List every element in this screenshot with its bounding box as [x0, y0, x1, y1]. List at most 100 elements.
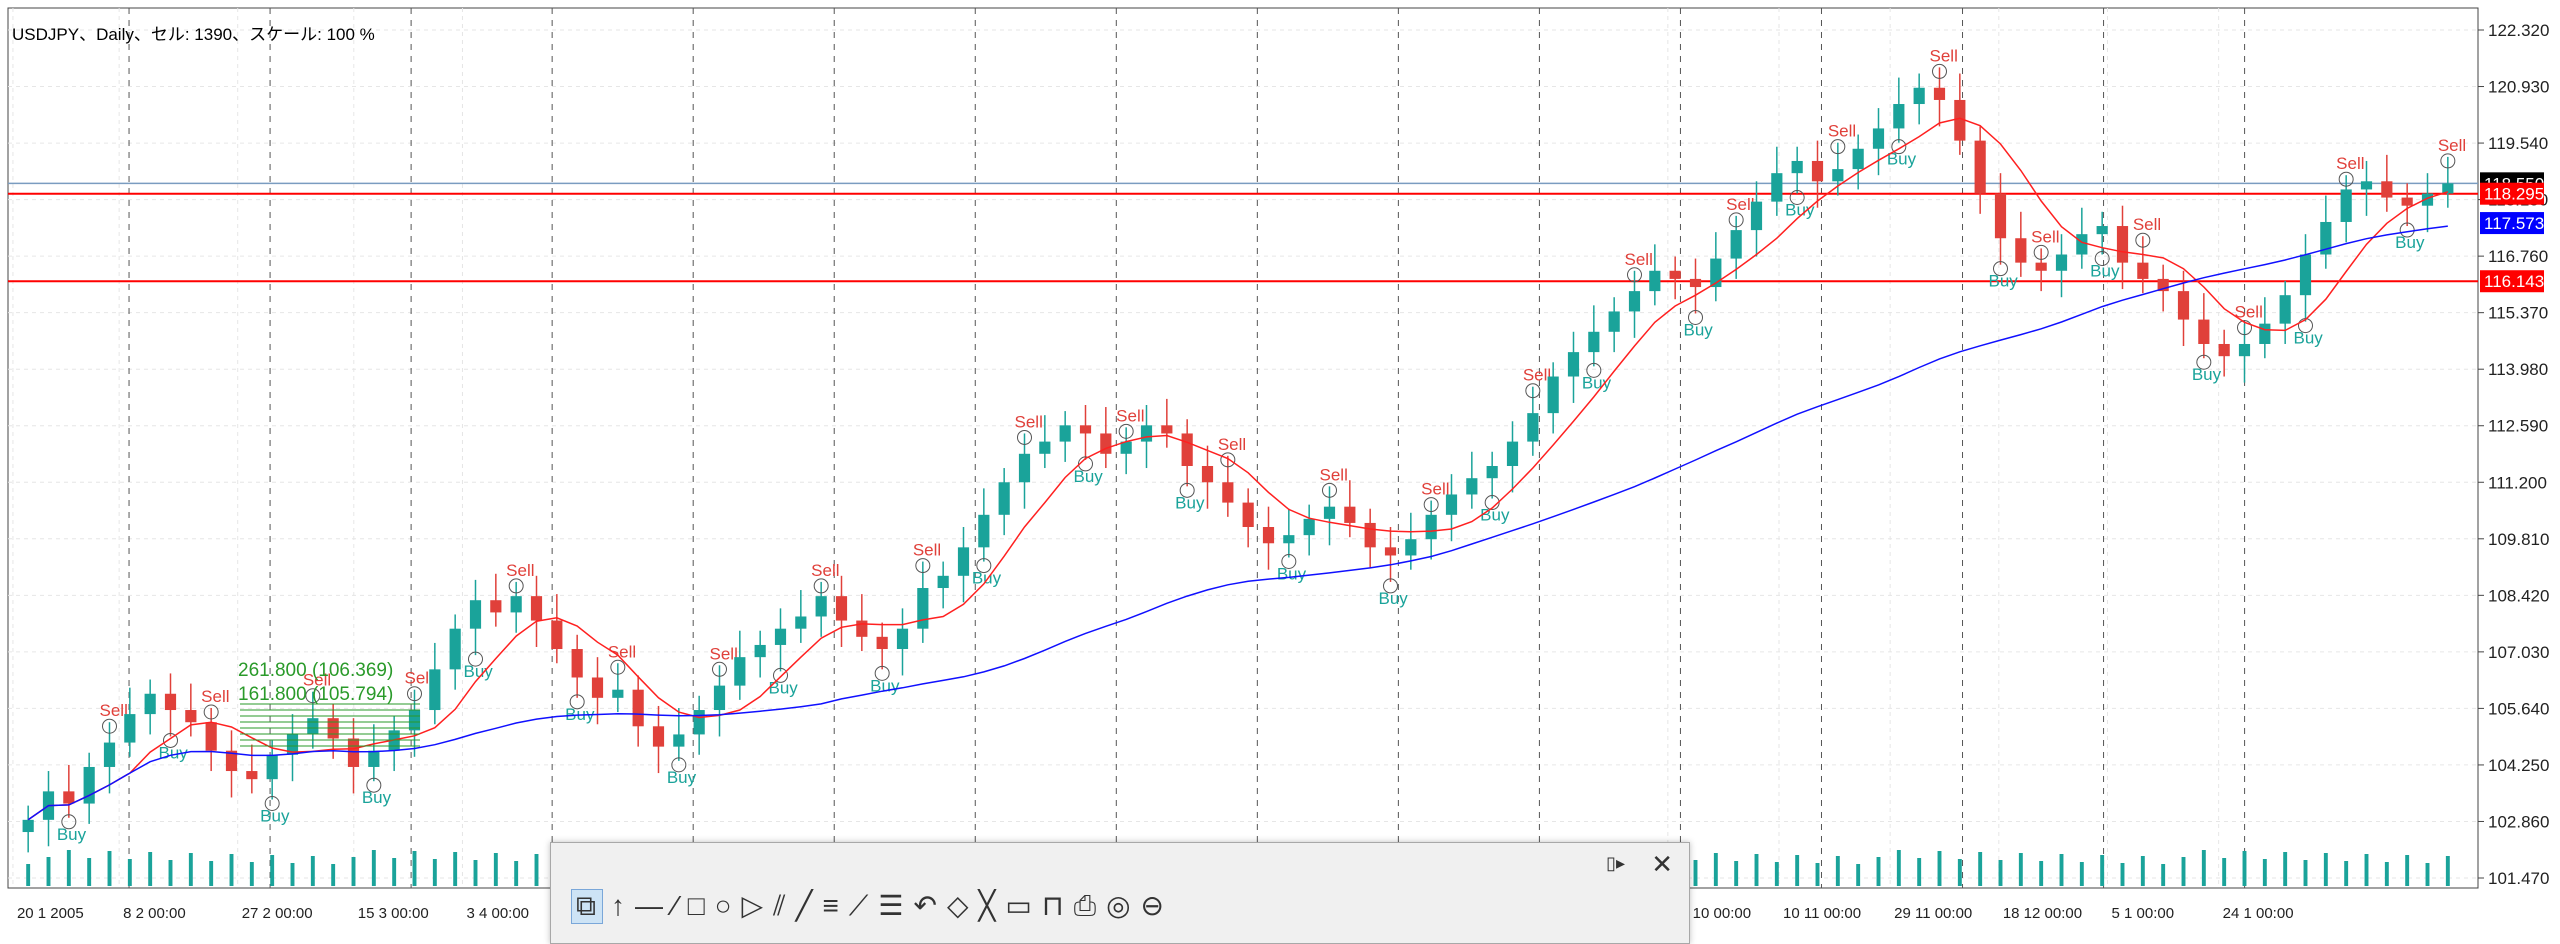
candle-body[interactable] [693, 710, 705, 735]
candle-body[interactable] [408, 710, 421, 731]
candle-body[interactable] [1445, 494, 1458, 515]
candle-body[interactable] [795, 616, 807, 629]
candle-body[interactable] [124, 714, 136, 743]
candle-body[interactable] [2055, 254, 2068, 271]
candle-body[interactable] [103, 742, 116, 767]
candle-body[interactable] [1994, 193, 2007, 239]
candle-body[interactable] [815, 596, 827, 617]
drawing-tool-icon[interactable]: — [635, 890, 665, 921]
candle-body[interactable] [164, 693, 177, 711]
candle-body[interactable] [917, 588, 929, 629]
pin-icon[interactable]: ▯▸ [1606, 853, 1625, 873]
candle-body[interactable] [1791, 160, 1803, 174]
candle-body[interactable] [1527, 413, 1539, 442]
candle-body[interactable] [1405, 539, 1417, 556]
drawing-tool-icon[interactable]: ⁄ [673, 890, 680, 921]
candle-body[interactable] [1669, 270, 1681, 279]
candle-body[interactable] [713, 685, 726, 711]
candle-body[interactable] [1689, 278, 1702, 288]
candle-body[interactable] [1018, 453, 1031, 483]
candle-body[interactable] [2421, 193, 2434, 206]
candle-body[interactable] [2259, 323, 2271, 344]
candle-body[interactable] [1588, 331, 1600, 353]
candle-body[interactable] [571, 649, 583, 678]
candle-body[interactable] [2157, 278, 2169, 292]
candle-body[interactable] [1100, 433, 1112, 454]
candle-body[interactable] [978, 514, 990, 548]
candle-body[interactable] [1954, 99, 1966, 141]
candle-body[interactable] [1628, 291, 1641, 312]
candle-body[interactable] [510, 596, 522, 613]
candle-body[interactable] [1710, 258, 1722, 288]
candle-body[interactable] [1303, 518, 1315, 536]
drawing-tool-icon[interactable]: ⊖ [1140, 890, 1167, 921]
candle-body[interactable] [1750, 201, 1763, 231]
candle-body[interactable] [449, 628, 461, 670]
candle-body[interactable] [835, 596, 848, 621]
candle-body[interactable] [286, 734, 299, 755]
drawing-tool-icon[interactable]: □ [687, 890, 707, 921]
drawing-tool-icon[interactable]: ⎙ [1073, 890, 1099, 921]
candle-body[interactable] [1649, 270, 1661, 292]
candle-body[interactable] [2076, 234, 2088, 255]
candle-body[interactable] [774, 628, 787, 645]
drawing-tool-icon[interactable]: ⫽ [773, 890, 788, 921]
candle-body[interactable] [185, 710, 197, 723]
candle-body[interactable] [1567, 352, 1580, 377]
candle-body[interactable] [2116, 226, 2129, 263]
candle-body[interactable] [1384, 547, 1397, 556]
candle-body[interactable] [1425, 514, 1437, 540]
candle-body[interactable] [2340, 189, 2352, 222]
candle-body[interactable] [2320, 221, 2332, 255]
drawing-tool-icon[interactable]: ↶ [913, 890, 939, 921]
candle-body[interactable] [1364, 522, 1376, 548]
candle-body[interactable] [1242, 502, 1254, 528]
candle-body[interactable] [673, 734, 685, 747]
candle-body[interactable] [2015, 238, 2027, 263]
candle-body[interactable] [2360, 181, 2373, 190]
drawing-tool-icon[interactable]: ☰ [878, 890, 906, 921]
candle-body[interactable] [632, 689, 644, 727]
candle-body[interactable] [856, 620, 868, 637]
drawing-tool-icon[interactable]: ⊓ [1041, 890, 1066, 921]
candle-body[interactable] [1323, 506, 1336, 519]
candle-body[interactable] [551, 620, 563, 650]
drawing-toolbar[interactable]: ▯▸ ✕ ⧉ ↑ — ⁄ □ ○ ▷ ⫽ ╱ ≡ ⟋ ☰ ↶ ◇ ╳ ▭ ⊓ ⎙ ◎ ⊖ [550, 842, 1690, 944]
candle-body[interactable] [368, 750, 380, 767]
candle-body[interactable] [429, 669, 441, 711]
drawing-tool-icon[interactable]: ◇ [946, 890, 971, 921]
candle-body[interactable] [1283, 535, 1295, 544]
candle-body[interactable] [896, 628, 909, 650]
candle-body[interactable] [1771, 173, 1783, 202]
candle-body[interactable] [1181, 433, 1193, 466]
candle-body[interactable] [1893, 104, 1905, 129]
candle-body[interactable] [2279, 295, 2291, 324]
plot-area[interactable] [7, 7, 2479, 889]
candle-body[interactable] [591, 677, 604, 698]
candle-body[interactable] [1262, 527, 1275, 544]
candle-body[interactable] [2238, 343, 2251, 357]
candle-body[interactable] [2177, 291, 2190, 320]
drawing-tool-icon[interactable]: ▭ [1005, 890, 1034, 921]
close-icon[interactable]: ✕ [1651, 849, 1673, 879]
candle-body[interactable] [2381, 181, 2393, 198]
candle-body[interactable] [225, 750, 238, 772]
candle-body[interactable] [876, 636, 888, 650]
toolbar-header[interactable]: ▯▸ ✕ [551, 843, 1689, 883]
candle-body[interactable] [205, 722, 217, 751]
candle-body[interactable] [1730, 230, 1742, 259]
candle-body[interactable] [246, 771, 258, 780]
candle-body[interactable] [957, 547, 970, 576]
candle-body[interactable] [2442, 183, 2454, 194]
candle-body[interactable] [2137, 262, 2149, 279]
candle-body[interactable] [144, 693, 156, 715]
candle-body[interactable] [2096, 226, 2108, 235]
candle-body[interactable] [1201, 465, 1214, 483]
candle-body[interactable] [1913, 87, 1925, 105]
candle-body[interactable] [1222, 482, 1234, 503]
candle-body[interactable] [266, 754, 278, 780]
candle-body[interactable] [1161, 425, 1173, 434]
candle-body[interactable] [2198, 319, 2210, 344]
candle-body[interactable] [2035, 262, 2047, 271]
